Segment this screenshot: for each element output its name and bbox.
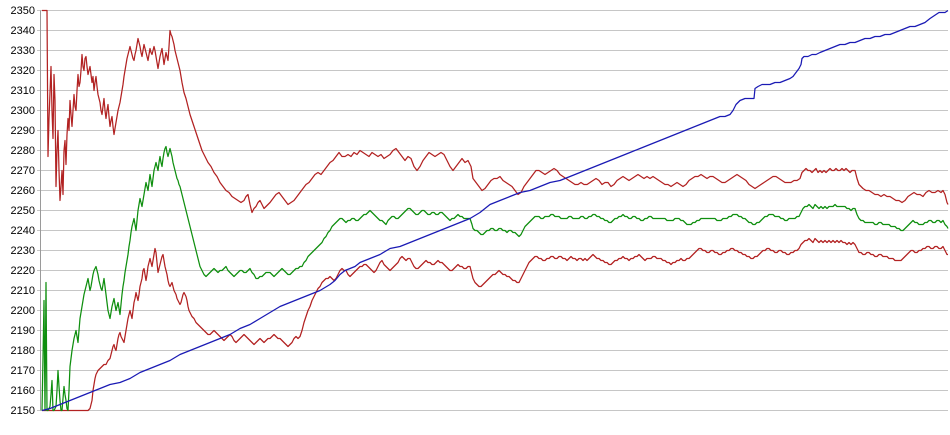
- y-axis-tick-label: 2170: [11, 365, 35, 377]
- y-axis-tick-label: 2210: [11, 285, 35, 297]
- y-axis-tick-label: 2180: [11, 345, 35, 357]
- green-middle-line: [41, 145, 949, 412]
- y-axis-tick-label: 2150: [11, 405, 35, 417]
- y-axis-tick-label: 2340: [11, 25, 35, 37]
- red-lower-line: [42, 237, 948, 412]
- y-axis-tick-label: 2190: [11, 325, 35, 337]
- y-axis-tick-label: 2350: [11, 5, 35, 17]
- y-axis-tick-label: 2220: [11, 265, 35, 277]
- red-upper-line: [42, 9, 949, 214]
- y-axis-tick-label: 2240: [11, 225, 35, 237]
- series-lines: [41, 9, 949, 412]
- y-axis-tick-label: 2260: [11, 185, 35, 197]
- y-axis-tick-label: 2250: [11, 205, 35, 217]
- gridlines: [37, 10, 948, 411]
- y-axis-tick-label: 2280: [11, 145, 35, 157]
- y-axis-tick-label: 2330: [11, 45, 35, 57]
- y-axis-labels: 2350 2340 2330 2320 2310 2300 2290 2280 2270 2260…: [11, 5, 35, 417]
- y-axis-tick-label: 2310: [11, 85, 35, 97]
- y-axis-tick-label: 2160: [11, 385, 35, 397]
- blue-rising-line: [41, 9, 949, 412]
- y-axis-tick-label: 2230: [11, 245, 35, 257]
- y-axis-tick-label: 2290: [11, 125, 35, 137]
- y-axis-tick-label: 2200: [11, 305, 35, 317]
- y-axis-tick-label: 2270: [11, 165, 35, 177]
- y-axis-tick-label: 2320: [11, 65, 35, 77]
- y-axis-tick-label: 2300: [11, 105, 35, 117]
